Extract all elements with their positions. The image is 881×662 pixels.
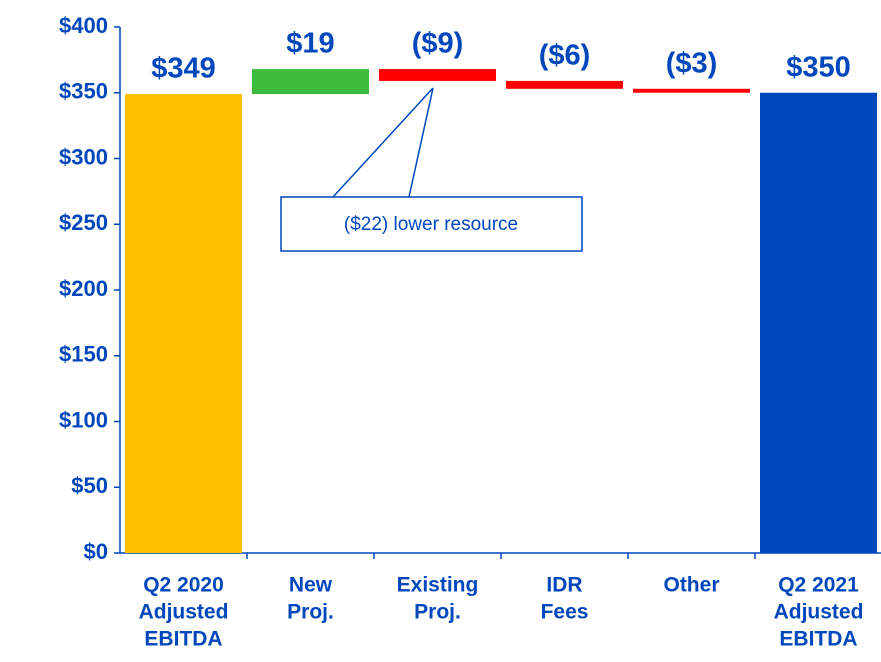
y-tick-label: $150: [59, 342, 108, 367]
x-tick-label: IDR: [546, 574, 582, 597]
x-tick-label: Proj.: [287, 601, 334, 624]
x-tick-label: New: [289, 574, 333, 597]
y-tick-label: $300: [59, 144, 108, 169]
bar: [633, 88, 750, 93]
value-label: $19: [286, 28, 334, 60]
x-tick-label: EBITDA: [144, 628, 222, 651]
callout-line: [332, 87, 434, 198]
callout: ($22) lower resource: [280, 87, 583, 252]
value-label: ($9): [412, 28, 464, 60]
bar: [125, 94, 242, 553]
annotation: ($22) lower resource: [344, 214, 518, 235]
bar: [760, 92, 877, 553]
bar: [379, 69, 496, 81]
y-tick-label: $250: [59, 210, 108, 235]
bar: [506, 80, 623, 89]
value-label: $350: [786, 51, 851, 83]
y-tick-label: $400: [59, 13, 108, 38]
callout-box: [280, 196, 583, 252]
y-tick-label: $0: [84, 539, 108, 564]
value-label: $349: [151, 53, 216, 85]
x-tick-label: Other: [663, 574, 719, 597]
x-tick-label: Q2 2021: [778, 574, 859, 597]
x-tick-label: Adjusted: [139, 601, 229, 624]
bar: [252, 69, 369, 95]
x-tick-label: Proj.: [414, 601, 461, 624]
value-label: ($3): [666, 47, 718, 79]
y-tick-label: $50: [71, 473, 108, 498]
y-tick-label: $350: [59, 79, 108, 104]
x-tick-label: Adjusted: [774, 601, 864, 624]
x-tick-label: Fees: [541, 601, 589, 624]
value-label: ($6): [539, 40, 591, 72]
x-tick-label: EBITDA: [779, 628, 857, 651]
x-tick-label: Existing: [397, 574, 479, 597]
y-tick-label: $100: [59, 407, 108, 432]
x-tick-label: Q2 2020: [143, 574, 224, 597]
y-tick-label: $200: [59, 276, 108, 301]
